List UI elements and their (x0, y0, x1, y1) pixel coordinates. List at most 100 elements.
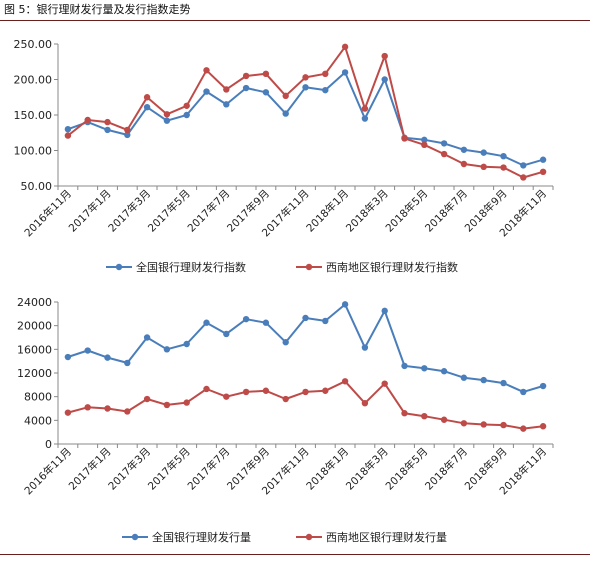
data-point (440, 140, 448, 147)
data-point (183, 111, 190, 119)
data-point (341, 43, 349, 51)
data-point (64, 409, 72, 416)
data-point (480, 163, 487, 171)
data-point (183, 399, 190, 406)
data-point (401, 135, 408, 142)
chart-index: 50.00100.00150.00200.00250.002016年11月201… (14, 38, 554, 274)
data-point (124, 131, 131, 139)
data-point (460, 146, 468, 153)
data-point (223, 393, 230, 400)
data-point (84, 116, 91, 124)
data-point (480, 376, 487, 384)
top-divider (0, 20, 590, 21)
legend-label: 西南地区银行理财发行指数 (326, 260, 458, 274)
data-point (361, 344, 369, 351)
legend-label: 全国银行理财发行量 (152, 530, 251, 544)
data-point (163, 117, 171, 124)
bottom-divider (0, 554, 590, 555)
data-point (262, 319, 270, 326)
y-tick-label: 200.00 (14, 74, 53, 87)
figure-title: 图 5：银行理财发行量及发行指数走势 (4, 3, 191, 16)
data-point (500, 379, 507, 387)
data-point (262, 70, 270, 78)
data-point (460, 374, 468, 381)
data-point (401, 410, 408, 417)
data-point (401, 362, 408, 370)
data-point (143, 103, 151, 111)
data-point (104, 405, 111, 412)
data-point (480, 149, 487, 156)
data-point (282, 110, 289, 117)
data-point (421, 412, 428, 420)
data-point (203, 67, 210, 74)
data-point (341, 301, 349, 308)
data-point (143, 334, 151, 341)
y-tick-label: 250.00 (14, 38, 53, 51)
legend-swatch-marker (305, 263, 313, 271)
data-point (242, 388, 250, 396)
data-point (341, 378, 349, 385)
data-point (124, 126, 131, 134)
y-tick-label: 8000 (24, 391, 52, 404)
data-point (539, 168, 547, 175)
data-point (520, 174, 527, 181)
data-point (242, 315, 250, 323)
y-tick-label: 150.00 (14, 109, 53, 122)
data-point (282, 339, 289, 346)
data-point (203, 319, 210, 326)
data-point (84, 347, 91, 354)
y-tick-label: 20000 (17, 320, 52, 333)
data-point (163, 401, 171, 409)
legend-label: 西南地区银行理财发行量 (326, 530, 447, 544)
y-tick-label: 16000 (17, 343, 52, 356)
data-point (440, 416, 448, 423)
data-point (282, 395, 289, 403)
data-point (242, 72, 250, 80)
y-tick-label: 12000 (17, 367, 52, 380)
data-point (64, 126, 72, 133)
data-point (539, 156, 547, 163)
legend-swatch-marker (115, 263, 123, 271)
data-point (322, 387, 329, 394)
data-point (381, 76, 388, 83)
data-point (104, 126, 111, 134)
data-point (104, 118, 111, 126)
data-point (539, 382, 547, 390)
y-tick-label: 24000 (17, 296, 52, 309)
data-point (381, 52, 388, 60)
data-point (104, 354, 111, 361)
data-point (302, 74, 309, 81)
data-point (84, 404, 91, 411)
data-point (124, 359, 131, 367)
data-point (361, 105, 369, 112)
x-tick-label: 2016年11月 (22, 187, 74, 239)
data-point (223, 101, 230, 108)
data-point (302, 84, 309, 91)
y-tick-label: 0 (45, 438, 52, 451)
data-point (203, 88, 210, 95)
data-point (500, 421, 507, 429)
data-point (460, 420, 468, 427)
data-point (302, 388, 309, 396)
data-point (421, 136, 428, 144)
series-line (67, 380, 544, 430)
data-point (421, 141, 428, 149)
y-tick-label: 100.00 (14, 145, 53, 158)
y-tick-label: 4000 (24, 414, 52, 427)
data-point (322, 70, 329, 78)
legend-label: 全国银行理财发行指数 (136, 260, 246, 274)
data-point (124, 408, 131, 415)
data-point (539, 423, 547, 430)
data-point (500, 152, 507, 160)
data-point (64, 353, 72, 361)
data-point (322, 86, 329, 94)
data-point (361, 115, 369, 122)
series-line (67, 45, 544, 179)
data-point (361, 399, 369, 407)
data-point (480, 421, 487, 428)
data-point (341, 69, 349, 76)
data-point (460, 160, 468, 168)
data-point (223, 330, 230, 338)
data-point (520, 162, 527, 169)
